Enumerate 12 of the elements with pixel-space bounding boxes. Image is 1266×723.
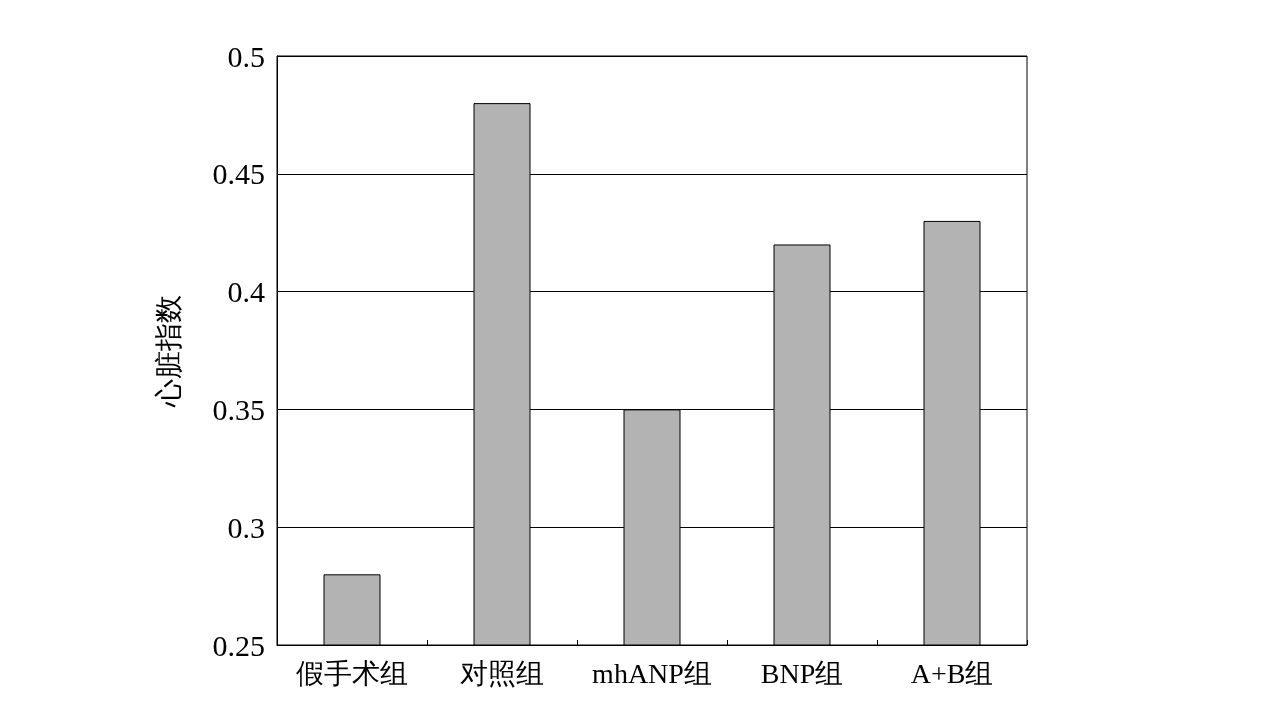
x-tick-label: mhANP组 [592,657,712,689]
y-tick-label: 0.35 [212,392,265,426]
y-axis-title: 心脏指数 [152,294,184,408]
x-tick-label: BNP组 [760,657,844,689]
y-tick-label: 0.4 [227,275,265,309]
y-tick-label: 0.3 [227,510,265,544]
y-tick-label: 0.5 [227,39,265,73]
x-tick-label: 假手术组 [296,657,408,689]
y-tick-label: 0.45 [212,157,265,191]
y-tick-label: 0.25 [212,628,265,662]
x-tick-label: 对照组 [460,657,544,689]
x-tick-label: A+B组 [910,657,994,689]
